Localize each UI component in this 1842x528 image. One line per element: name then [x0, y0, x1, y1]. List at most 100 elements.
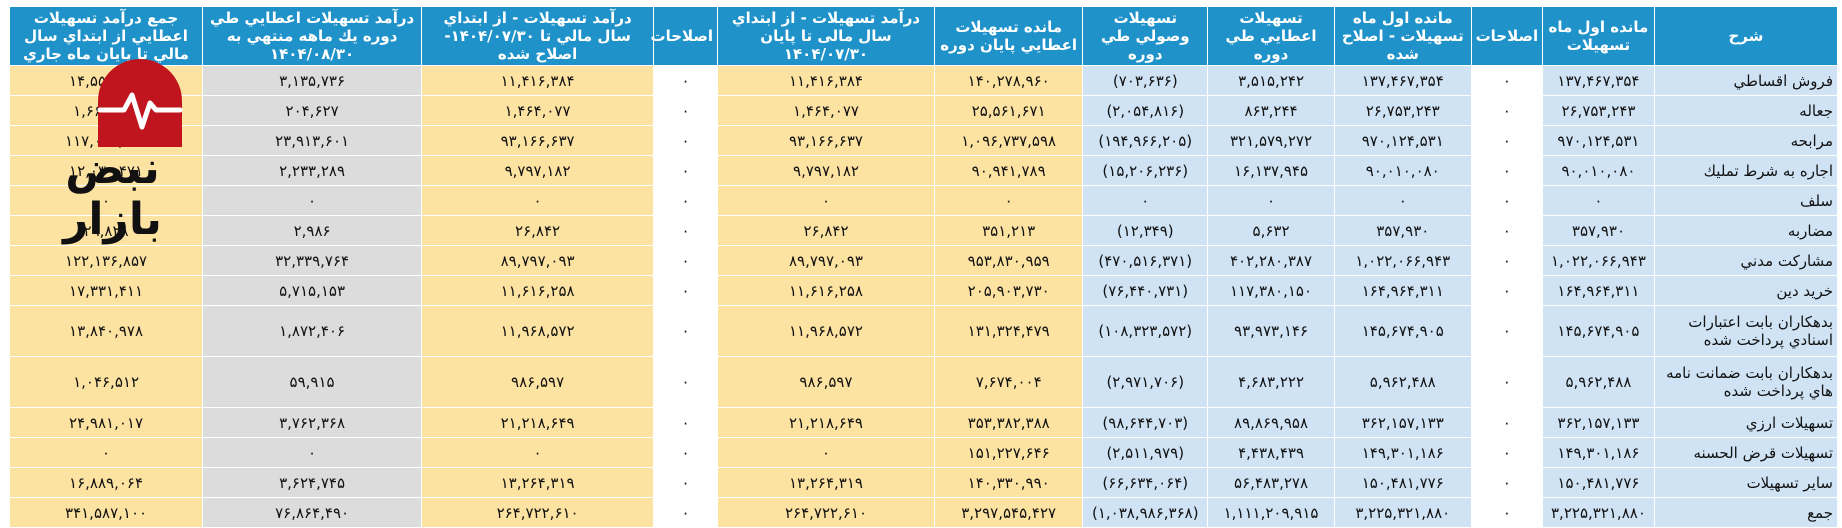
table-cell: ۰ [653, 356, 719, 408]
table-cell: ۱۱,۹۶۸,۵۷۲ [717, 305, 935, 357]
table-cell: ۲,۹۸۶ [202, 215, 423, 246]
table-cell: ۰ [1470, 95, 1544, 126]
table-cell: ۱,۰۲۲,۰۶۶,۹۴۳ [1333, 245, 1472, 276]
table-cell: ۱۵۰,۴۸۱,۷۷۶ [1542, 467, 1655, 498]
header-cell: اصلاحات [1470, 6, 1544, 66]
table-cell: ۰ [653, 155, 719, 186]
table-cell: ۹۸۶,۵۹۷ [421, 356, 655, 408]
table-cell: ۹۰,۰۱۰,۰۸۰ [1333, 155, 1472, 186]
header-cell: مانده تسهيلات اعطايي پايان دوره [933, 6, 1084, 66]
table-cell: ۳۶۲,۱۵۷,۱۳۳ [1333, 407, 1472, 438]
table-cell: ۲۵,۵۶۱,۶۷۱ [933, 95, 1084, 126]
header-cell: درآمد تسهيلات - از ابتداي سال مالي تا ۱۴… [421, 6, 655, 66]
table-row: مرابحه ۹۷۰,۱۲۴,۵۳۱ ۰ ۹۷۰,۱۲۴,۵۳۱ ۳۲۱,۵۷۹,۲۷۲… [8, 125, 1839, 156]
watermark-text: نبض بازار [63, 143, 162, 245]
table-cell: ۰ [653, 437, 719, 468]
table-cell: ۵,۷۱۵,۱۵۳ [202, 275, 423, 306]
table-cell: ۰ [1470, 65, 1544, 96]
table-cell: ۱۳,۸۴۰,۹۷۸ [8, 305, 204, 357]
table-cell: ۰ [1470, 407, 1544, 438]
row-label: مضاربه [1653, 215, 1839, 246]
table-cell: ۲۹,۸۲۸ [8, 215, 204, 246]
table-cell: ۱,۱۱۱,۲۰۹,۹۱۵ [1207, 497, 1335, 528]
table-cell: ۲۱,۲۱۸,۶۴۹ [421, 407, 655, 438]
table-row: مشاركت مدني ۱,۰۲۲,۰۶۶,۹۴۳ ۰ ۱,۰۲۲,۰۶۶,۹۴۳ ۴۰… [8, 245, 1839, 276]
header-cell: مانده اول ماه تسهيلات - اصلاح شده [1333, 6, 1472, 66]
table-cell: ۹۵۳,۸۳۰,۹۵۹ [933, 245, 1084, 276]
table-cell: ۰ [8, 437, 204, 468]
row-label: تسهيلات قرض الحسنه [1653, 437, 1839, 468]
row-label: فروش اقساطي [1653, 65, 1839, 96]
table-cell: ۵,۶۳۲ [1207, 215, 1335, 246]
table-cell: (۷۰۳,۶۳۶) [1082, 65, 1209, 96]
table-cell: ۱۵۱,۲۲۷,۶۴۶ [933, 437, 1084, 468]
header-cell: تسهيلات اعطايي طي دوره [1207, 6, 1335, 66]
row-label: بدهكاران بابت اعتبارات اسنادي پرداخت شده [1653, 305, 1839, 357]
table-cell: ۱۱,۹۶۸,۵۷۲ [421, 305, 655, 357]
table-row: بدهكاران بابت اعتبارات اسنادي پرداخت شده… [8, 305, 1839, 357]
table-cell: ۹۳,۱۶۶,۶۳۷ [717, 125, 935, 156]
table-cell: ۰ [653, 185, 719, 216]
row-label: اجاره به شرط تمليك [1653, 155, 1839, 186]
table-cell: ۰ [1470, 356, 1544, 408]
watermark-logo: نبض بازار [30, 55, 195, 245]
table-cell: ۹,۷۹۷,۱۸۲ [717, 155, 935, 186]
table-cell: ۲۶۴,۷۲۲,۶۱۰ [717, 497, 935, 528]
row-label: مرابحه [1653, 125, 1839, 156]
table-cell: (۲,۰۵۴,۸۱۶) [1082, 95, 1209, 126]
table-cell: ۰ [8, 185, 204, 216]
table-cell: ۰ [421, 437, 655, 468]
table-cell: ۱۳۷,۴۶۷,۳۵۴ [1333, 65, 1472, 96]
table-cell: ۳۲,۳۳۹,۷۶۴ [202, 245, 423, 276]
table-cell: ۱۴۰,۳۳۰,۹۹۰ [933, 467, 1084, 498]
table-row: جمع ۳,۲۲۵,۳۲۱,۸۸۰ ۰ ۳,۲۲۵,۳۲۱,۸۸۰ ۱,۱۱۱,۲۰۹,… [8, 497, 1839, 528]
table-cell: ۵,۹۶۲,۴۸۸ [1542, 356, 1655, 408]
table-cell: ۱۴۹,۳۰۱,۱۸۶ [1542, 437, 1655, 468]
table-cell: ۰ [1333, 185, 1472, 216]
table-cell: ۰ [717, 437, 935, 468]
header-cell: درآمد تسهيلات - از ابتداي سال مالی تا پا… [717, 6, 935, 66]
table-cell: ۹۰,۰۱۰,۰۸۰ [1542, 155, 1655, 186]
table-row: بدهكاران بابت ضمانت نامه هاي پرداخت شده ۵… [8, 356, 1839, 408]
table-cell: ۰ [717, 185, 935, 216]
table-cell: ۱,۸۷۲,۴۰۶ [202, 305, 423, 357]
row-label: جعاله [1653, 95, 1839, 126]
table-cell: ۰ [1470, 185, 1544, 216]
table-cell: ۱۳,۲۶۴,۳۱۹ [717, 467, 935, 498]
table-cell: (۷۶,۴۴۰,۷۳۱) [1082, 275, 1209, 306]
header-cell: مانده اول ماه تسهيلات [1542, 6, 1655, 66]
table-cell: ۰ [1207, 185, 1335, 216]
table-cell: ۱,۰۴۶,۵۱۲ [8, 356, 204, 408]
table-cell: ۳,۱۳۵,۷۳۶ [202, 65, 423, 96]
table-cell: ۲۰۵,۹۰۳,۷۳۰ [933, 275, 1084, 306]
table-cell: ۱۱۷,۳۸۰,۱۵۰ [1207, 275, 1335, 306]
table-cell: ۰ [421, 185, 655, 216]
table-cell: ۱,۴۶۴,۰۷۷ [421, 95, 655, 126]
table-cell: ۱۱,۶۱۶,۲۵۸ [717, 275, 935, 306]
table-cell: ۳۶۲,۱۵۷,۱۳۳ [1542, 407, 1655, 438]
table-cell: ۱۶۴,۹۶۴,۳۱۱ [1542, 275, 1655, 306]
table-body: فروش اقساطي ۱۳۷,۴۶۷,۳۵۴ ۰ ۱۳۷,۴۶۷,۳۵۴ ۳,۵۱۵,… [8, 65, 1839, 528]
table-cell: ۲۶,۷۵۳,۲۴۳ [1333, 95, 1472, 126]
table-cell: ۱۴۵,۶۷۴,۹۰۵ [1542, 305, 1655, 357]
table-cell: ۳۵۳,۳۸۲,۳۸۸ [933, 407, 1084, 438]
table-cell: ۰ [1470, 437, 1544, 468]
table-cell: ۰ [653, 467, 719, 498]
table-cell: ۷,۶۷۴,۰۰۴ [933, 356, 1084, 408]
table-cell: ۹۳,۹۷۳,۱۴۶ [1207, 305, 1335, 357]
table-cell: ۳۴۱,۵۸۷,۱۰۰ [8, 497, 204, 528]
table-cell: ۰ [1470, 155, 1544, 186]
table-cell: ۰ [202, 437, 423, 468]
table-cell: ۲۶,۸۴۲ [421, 215, 655, 246]
row-label: جمع [1653, 497, 1839, 528]
table-row: اجاره به شرط تمليك ۹۰,۰۱۰,۰۸۰ ۰ ۹۰,۰۱۰,۰۸۰ ۱… [8, 155, 1839, 186]
table-cell: ۳۵۷,۹۳۰ [1333, 215, 1472, 246]
table-cell: ۰ [653, 95, 719, 126]
table-cell: ۱,۰۲۲,۰۶۶,۹۴۳ [1542, 245, 1655, 276]
table-row: تسهيلات ارزي ۳۶۲,۱۵۷,۱۳۳ ۰ ۳۶۲,۱۵۷,۱۳۳ ۸۹,۸۶… [8, 407, 1839, 438]
table-cell: ۹۳,۱۶۶,۶۳۷ [421, 125, 655, 156]
table-cell: ۰ [653, 407, 719, 438]
table-cell: ۰ [653, 65, 719, 96]
table-cell: ۲,۲۳۳,۲۸۹ [202, 155, 423, 186]
table-row: تسهيلات قرض الحسنه ۱۴۹,۳۰۱,۱۸۶ ۰ ۱۴۹,۳۰۱,۱۸… [8, 437, 1839, 468]
